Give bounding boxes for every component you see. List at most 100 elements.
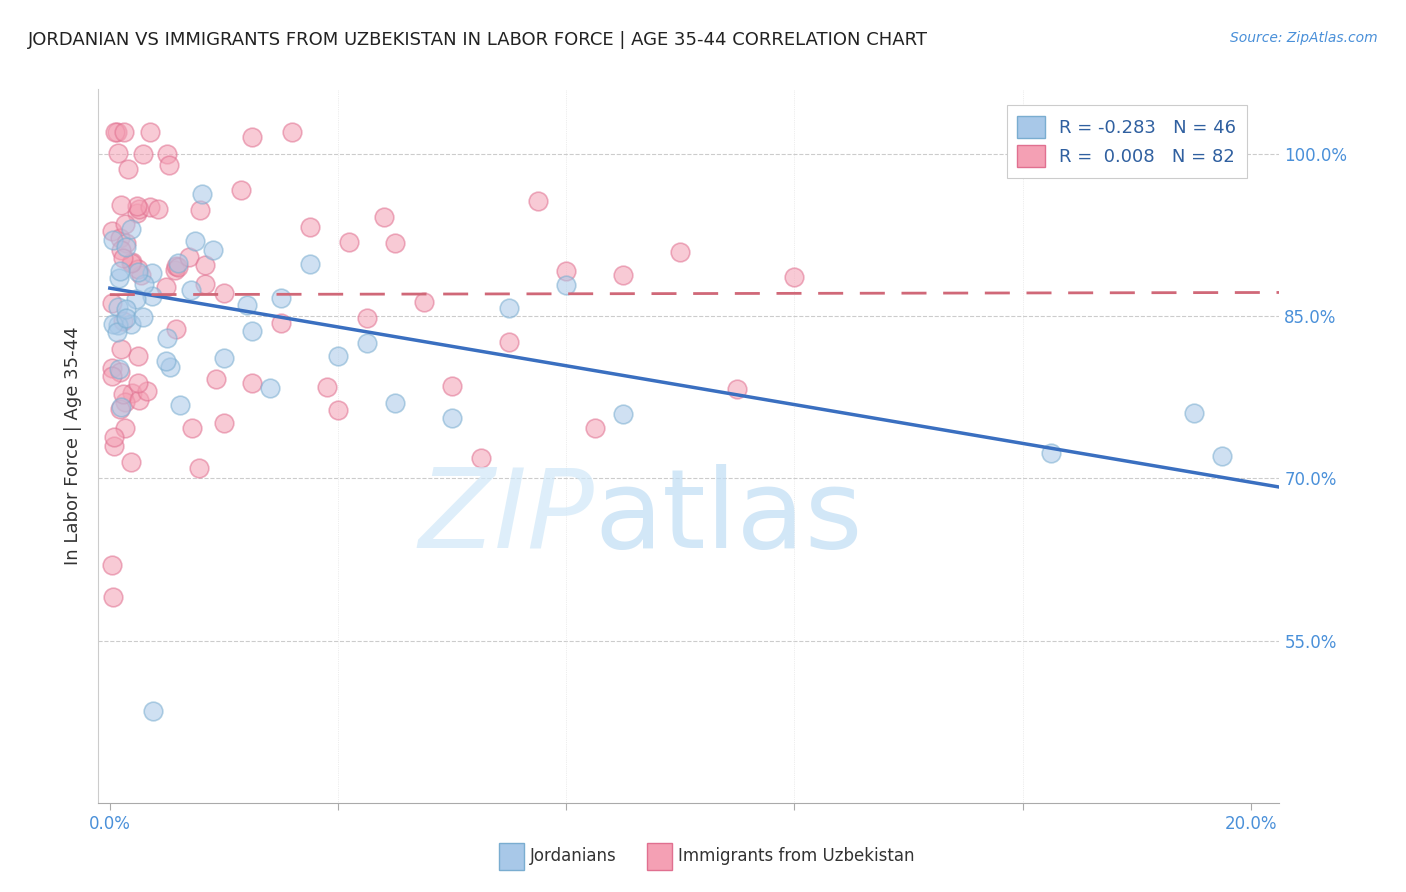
Point <box>114 301 136 316</box>
Point <box>384 395 406 409</box>
Point <box>132 310 155 324</box>
Point <box>441 378 464 392</box>
Point <box>120 455 142 469</box>
Point <box>229 183 252 197</box>
Point <box>373 210 395 224</box>
Point <box>112 314 135 328</box>
Point <box>177 250 200 264</box>
Point <box>356 335 378 350</box>
Point <box>121 385 143 400</box>
Point <box>127 376 149 390</box>
Point <box>281 125 304 139</box>
Point <box>155 353 177 368</box>
Point <box>240 376 263 390</box>
Point <box>112 387 135 401</box>
Point <box>236 298 259 312</box>
Point <box>103 430 125 444</box>
Point <box>555 263 578 277</box>
Point <box>128 392 150 407</box>
Point <box>112 125 135 139</box>
Point <box>1040 446 1063 460</box>
Point <box>120 222 142 236</box>
Point <box>127 262 149 277</box>
Point <box>142 704 165 718</box>
Point <box>111 251 134 265</box>
Point <box>159 359 181 374</box>
Point <box>141 266 163 280</box>
Point <box>128 202 150 216</box>
Point <box>148 202 170 217</box>
Point <box>110 198 132 212</box>
Point <box>110 243 132 257</box>
Point <box>121 255 143 269</box>
Point <box>114 394 136 409</box>
Point <box>157 158 180 172</box>
Point <box>114 311 136 326</box>
Point <box>107 146 129 161</box>
Point <box>141 289 163 303</box>
Y-axis label: In Labor Force | Age 35-44: In Labor Force | Age 35-44 <box>65 326 83 566</box>
Point <box>108 231 131 245</box>
Point <box>127 265 149 279</box>
Point <box>555 278 578 293</box>
Point <box>212 285 235 300</box>
Point <box>242 130 264 145</box>
Point <box>103 439 125 453</box>
Point <box>180 420 202 434</box>
Point <box>132 277 155 291</box>
Text: atlas: atlas <box>595 464 863 571</box>
Point <box>339 235 361 249</box>
Point <box>526 194 548 209</box>
Point <box>188 202 211 217</box>
Point <box>190 186 212 201</box>
Point <box>108 365 131 379</box>
Point <box>114 217 136 231</box>
Point <box>315 380 337 394</box>
Legend: R = -0.283   N = 46, R =  0.008   N = 82: R = -0.283 N = 46, R = 0.008 N = 82 <box>1007 105 1247 178</box>
Point <box>270 316 292 330</box>
Point <box>612 268 634 282</box>
Point <box>205 372 228 386</box>
Point <box>120 256 142 270</box>
Point <box>356 311 378 326</box>
Point <box>212 351 235 365</box>
Point <box>136 384 159 398</box>
Point <box>108 263 131 277</box>
Point <box>100 369 122 384</box>
Point <box>259 381 281 395</box>
Point <box>187 461 209 475</box>
Point <box>242 324 264 338</box>
Point <box>101 296 124 310</box>
Point <box>104 125 127 139</box>
Point <box>167 260 190 275</box>
Point <box>470 450 492 465</box>
Point <box>212 416 235 430</box>
Point <box>180 283 202 297</box>
Point <box>326 349 349 363</box>
Point <box>108 361 131 376</box>
Point <box>115 240 138 254</box>
Point <box>155 280 177 294</box>
Point <box>725 382 748 396</box>
Point <box>498 335 520 350</box>
Point <box>1211 450 1233 464</box>
Point <box>101 233 124 247</box>
Point <box>194 258 217 272</box>
Point <box>139 125 162 139</box>
Point <box>194 277 217 291</box>
Point <box>165 260 187 274</box>
Point <box>105 325 128 339</box>
Point <box>441 410 464 425</box>
Point <box>107 318 129 333</box>
Point <box>156 331 179 345</box>
Point <box>167 256 190 270</box>
Point <box>783 269 806 284</box>
Point <box>101 318 124 332</box>
Point <box>100 224 122 238</box>
Point <box>184 235 207 249</box>
Point <box>165 322 187 336</box>
Point <box>169 398 191 412</box>
Point <box>117 162 139 177</box>
Point <box>127 349 149 363</box>
Point <box>108 271 131 285</box>
